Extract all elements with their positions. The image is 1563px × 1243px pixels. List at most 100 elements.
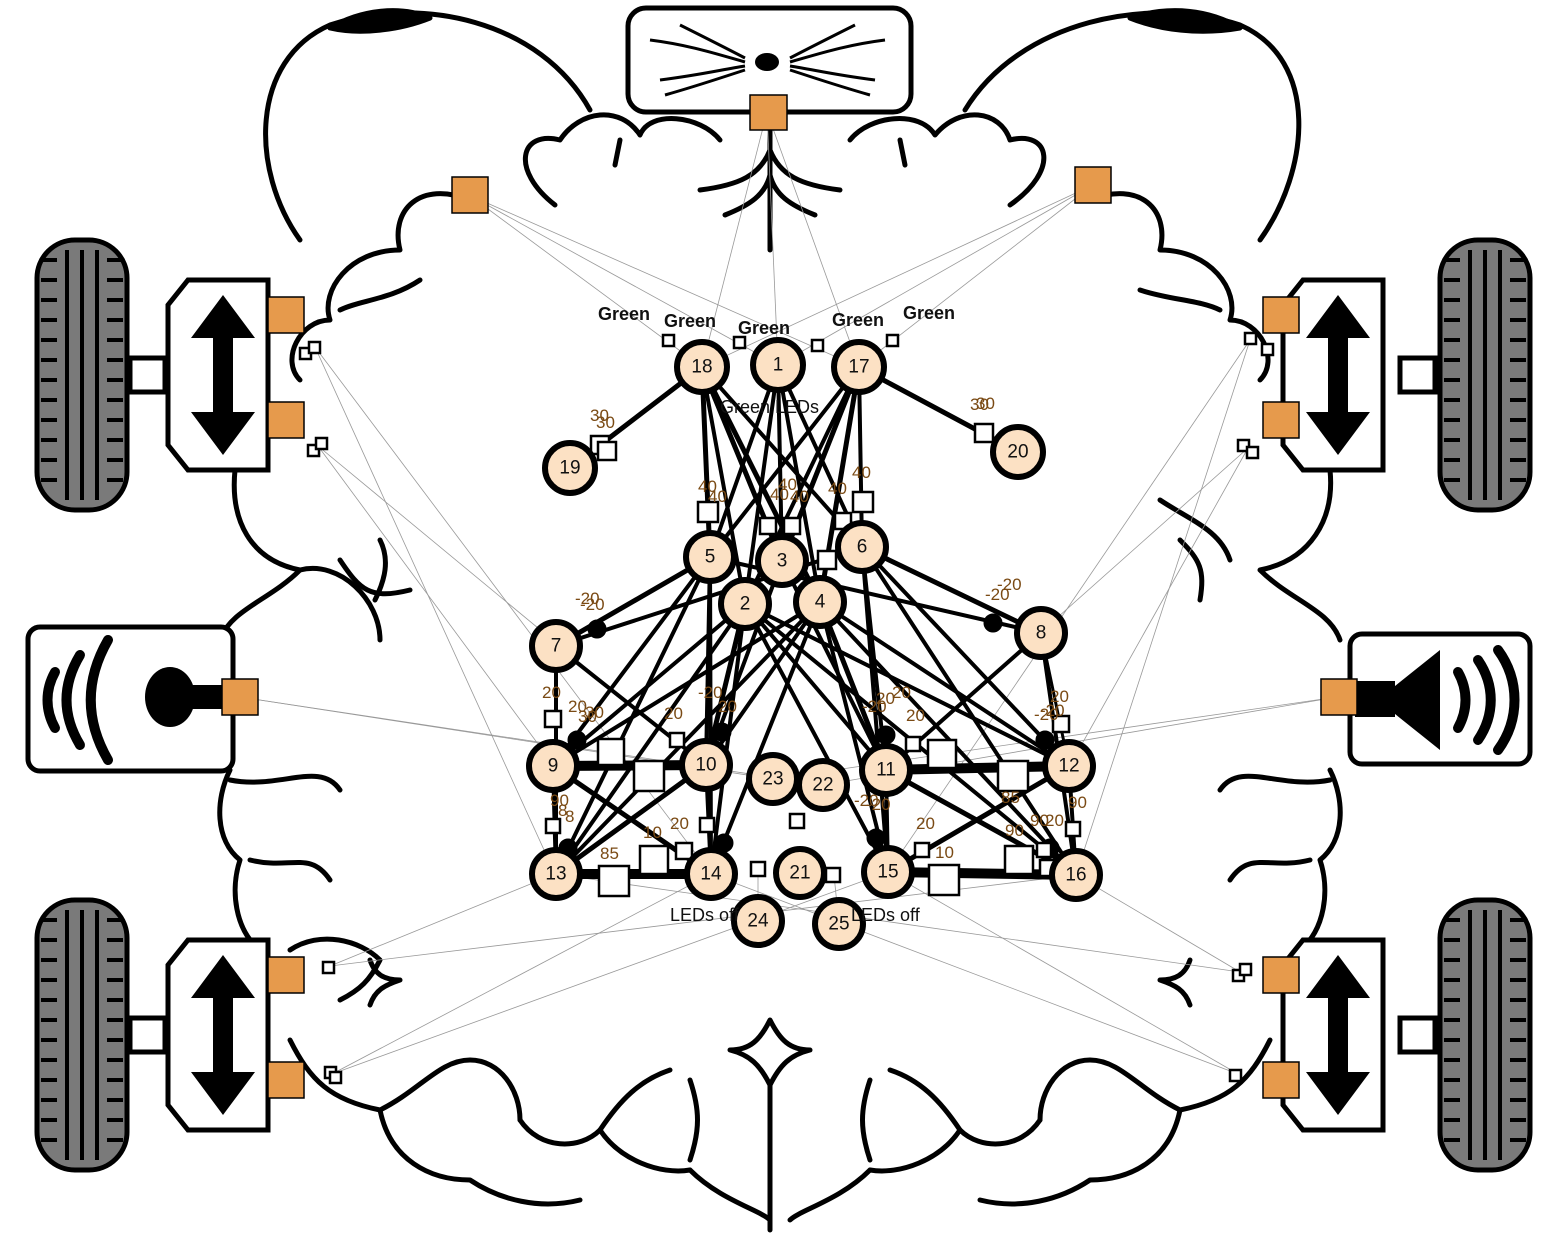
neuron-9[interactable]: 9 xyxy=(526,739,580,793)
weight-label: 30 xyxy=(578,707,597,726)
weight-label: 20 xyxy=(1050,687,1069,706)
microphone xyxy=(25,624,259,774)
neuron-circle xyxy=(755,534,809,588)
neuron-20[interactable]: 20 xyxy=(990,424,1046,480)
neuron-13[interactable]: 13 xyxy=(529,847,583,901)
synapse-line xyxy=(881,761,1074,775)
synapse-line xyxy=(818,600,1078,877)
synapse-line xyxy=(817,599,889,773)
color-label: Green xyxy=(738,318,790,338)
front-left-motor xyxy=(34,237,305,513)
neuron-label: 9 xyxy=(548,756,559,777)
neuron-24[interactable]: 24 xyxy=(731,894,785,948)
weight-label: 40 xyxy=(708,487,727,506)
camera-whiskers-icon xyxy=(649,23,886,97)
neuron-label: 14 xyxy=(700,864,722,885)
up-down-arrows-icon xyxy=(1306,295,1370,455)
weight-label: 90 xyxy=(550,791,569,810)
neuron-22[interactable]: 22 xyxy=(796,758,850,812)
weight-label: 20 xyxy=(568,697,587,716)
synapse-line xyxy=(553,762,709,877)
neuron-label: 17 xyxy=(848,357,869,378)
neuron-25[interactable]: 25 xyxy=(812,897,866,951)
neuron-label: 3 xyxy=(777,551,788,572)
motor-forward-sensor xyxy=(267,956,305,994)
weight-label: 8 xyxy=(565,807,574,826)
neuron-14[interactable]: 14 xyxy=(684,847,738,901)
neuron-label: 19 xyxy=(559,458,580,479)
weight-label: 30 xyxy=(970,395,989,414)
neuron-circle xyxy=(1042,739,1096,793)
color-sensor-labels: Green Green Green Green Green xyxy=(598,303,955,338)
weight-label: 40 xyxy=(790,487,809,506)
weight-label: 40 xyxy=(828,479,847,498)
neuron-label: 25 xyxy=(828,914,849,935)
neuron-1[interactable]: 1 xyxy=(750,337,806,393)
weight-label: 20 xyxy=(916,814,935,833)
speaker-icon xyxy=(1355,645,1520,755)
neuron-label: 4 xyxy=(815,592,826,613)
synapse-node xyxy=(866,828,886,848)
synapse-node xyxy=(712,722,732,742)
neuron-21[interactable]: 21 xyxy=(773,846,827,900)
led-off-label: LEDs off xyxy=(851,905,921,925)
weight-label: 90 xyxy=(1068,793,1087,812)
neuron-label: 22 xyxy=(812,775,833,796)
neuron-circle xyxy=(684,847,738,901)
left-vision-sensor xyxy=(451,176,489,214)
synapse-node xyxy=(983,613,1003,633)
neuron-17[interactable]: 17 xyxy=(831,339,887,395)
front-right-motor xyxy=(1262,237,1533,513)
motor-forward-sensor xyxy=(267,296,305,334)
neuron-18[interactable]: 18 xyxy=(674,339,730,395)
weight-label: 20 xyxy=(892,683,911,702)
weight-label: 40 xyxy=(770,485,789,504)
motor-forward-sensor xyxy=(1262,956,1300,994)
neuron-circle xyxy=(1014,606,1068,660)
neuron-7[interactable]: 7 xyxy=(529,619,583,673)
synapse-line xyxy=(743,602,890,874)
neuron-19[interactable]: 19 xyxy=(542,440,598,496)
neuron-label: 1 xyxy=(773,355,784,376)
synapse-line xyxy=(743,363,780,606)
weight-label: -20 xyxy=(580,595,605,614)
neuron-circle xyxy=(746,752,800,806)
synapse-line xyxy=(554,600,822,876)
neuron-2[interactable]: 2 xyxy=(718,577,772,631)
neuron-label: 16 xyxy=(1065,865,1086,886)
neuron-circle xyxy=(679,738,733,792)
color-label: Green xyxy=(598,304,650,324)
weight-label: 30 xyxy=(585,703,604,722)
weight-label: 40 xyxy=(698,477,717,496)
weight-label: 20 xyxy=(906,706,925,725)
synapse-line xyxy=(857,365,864,549)
neuron-label: 11 xyxy=(876,760,896,781)
weight-label: -20 xyxy=(698,683,723,702)
neuron-5[interactable]: 5 xyxy=(683,530,737,584)
neuron-circle xyxy=(990,424,1046,480)
neuron-10[interactable]: 10 xyxy=(679,738,733,792)
color-label: Green xyxy=(664,311,716,331)
microphone-sensor xyxy=(221,678,259,716)
neuron-15[interactable]: 15 xyxy=(861,845,915,899)
weight-label: -20 xyxy=(854,791,879,810)
neuron-11[interactable]: 11 xyxy=(859,743,913,797)
synapse-node xyxy=(567,730,587,750)
neuron-circle xyxy=(1049,848,1103,902)
neuron-4[interactable]: 4 xyxy=(793,575,847,629)
weight-label: 20 xyxy=(1045,811,1064,830)
neuron-label: 15 xyxy=(877,862,898,883)
synapse-line xyxy=(708,363,780,559)
neuron-16[interactable]: 16 xyxy=(1049,848,1103,902)
motors xyxy=(34,237,1533,1173)
neuron-circle xyxy=(529,847,583,901)
weight-label: 10 xyxy=(935,843,954,862)
weight-label: -20 xyxy=(1040,701,1065,720)
neuron-8[interactable]: 8 xyxy=(1014,606,1068,660)
weight-label: 85 xyxy=(1001,788,1020,807)
neuron-23[interactable]: 23 xyxy=(746,752,800,806)
neuron-6[interactable]: 6 xyxy=(835,520,889,574)
neuron-12[interactable]: 12 xyxy=(1042,739,1096,793)
neuron-3[interactable]: 3 xyxy=(755,534,809,588)
